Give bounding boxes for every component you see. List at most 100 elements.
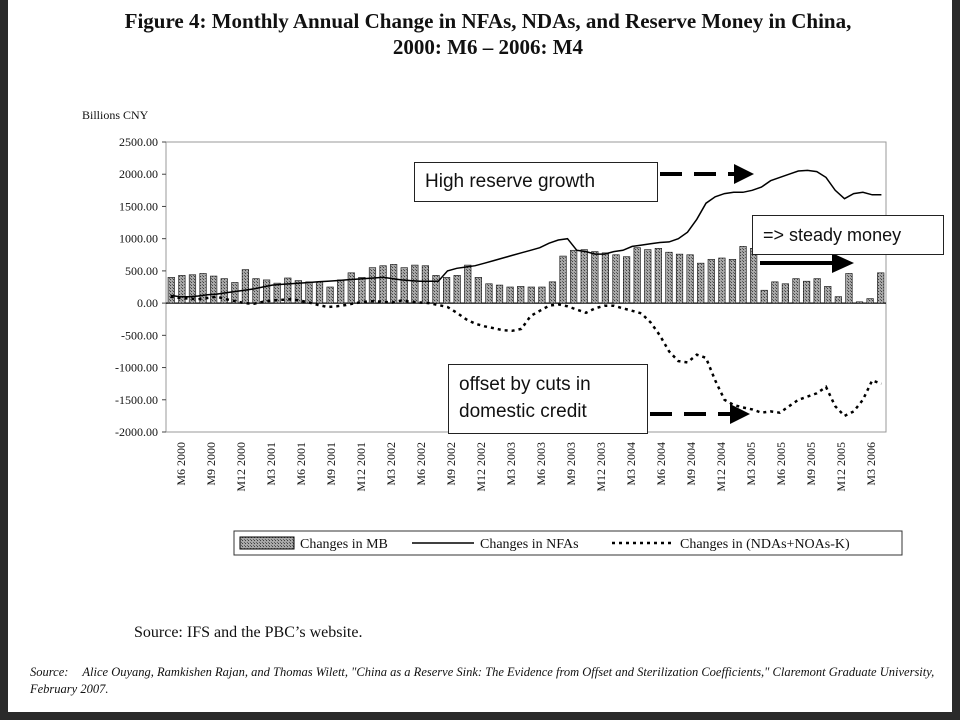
y-tick-label: -500.00 xyxy=(121,328,158,342)
mb-bar xyxy=(315,281,324,304)
mb-bar xyxy=(612,254,620,304)
x-tick-label: M9 2005 xyxy=(804,442,818,486)
x-tick-label: M9 2002 xyxy=(444,442,458,486)
mb-bar xyxy=(368,267,377,304)
mb-bar xyxy=(675,253,684,304)
mb-bar xyxy=(601,252,609,304)
legend-label-nfa: Changes in NFAs xyxy=(480,537,579,552)
arrow-offset-head xyxy=(730,404,750,424)
mb-bar xyxy=(527,286,535,304)
mb-bar xyxy=(824,286,832,304)
x-axis-ticks: M6 2000 M9 2000 M12 2000 M3 2001 M6 2001 M9 2… xyxy=(174,442,878,492)
y-tick-label: 2000.00 xyxy=(119,167,158,181)
mb-bar xyxy=(506,286,514,304)
mb-bar xyxy=(517,286,525,304)
arrow-steady-head xyxy=(832,253,854,273)
mb-bar xyxy=(570,249,578,304)
mb-bar xyxy=(781,283,789,304)
callout-offset-line-2: domestic credit xyxy=(459,401,587,422)
mb-bar xyxy=(845,273,853,304)
mb-bar xyxy=(474,277,482,304)
legend-label-mb: Changes in MB xyxy=(300,537,388,552)
mb-bar xyxy=(750,248,758,304)
y-tick-label: 0.00 xyxy=(137,296,158,310)
mb-bar xyxy=(358,277,366,304)
y-tick-label: 1000.00 xyxy=(119,232,158,246)
x-tick-label: M3 2002 xyxy=(384,442,398,486)
x-tick-label: M3 2003 xyxy=(504,442,518,486)
figure-title-line-1: Figure 4: Monthly Annual Change in NFAs,… xyxy=(124,9,852,33)
x-tick-label: M9 2001 xyxy=(324,442,338,486)
legend-box xyxy=(233,530,903,556)
x-tick-label: M3 2004 xyxy=(624,442,638,486)
mb-bar xyxy=(654,248,662,304)
figure-title-line-2: 2000: M6 – 2006: M4 xyxy=(392,35,584,59)
mb-bar xyxy=(241,269,249,304)
x-tick-label: M12 2003 xyxy=(594,442,608,492)
callout-arrows xyxy=(650,164,854,424)
x-tick-label: M6 2000 xyxy=(174,442,188,486)
callout-steady-money: => steady money xyxy=(752,215,944,255)
mb-bar xyxy=(633,247,641,304)
arrow-high-reserve-head xyxy=(734,164,754,184)
mb-bar xyxy=(453,275,461,304)
legend: Changes in MB Changes in NFAs Changes in… xyxy=(233,530,903,556)
x-tick-label: M3 2005 xyxy=(744,442,758,486)
source-citation-label: Source: xyxy=(30,665,69,679)
mb-bar xyxy=(665,251,673,304)
mb-bar xyxy=(220,278,228,304)
x-tick-label: M6 2001 xyxy=(294,442,308,486)
mb-bar xyxy=(739,246,747,304)
mb-bar xyxy=(855,301,864,304)
y-axis-label: Billions CNY xyxy=(82,108,149,122)
mb-bar xyxy=(400,267,408,304)
mb-bar xyxy=(866,298,874,304)
mb-bar xyxy=(337,279,345,304)
mb-bar xyxy=(580,249,588,304)
mb-bar xyxy=(538,286,546,304)
source-citation: Source: Alice Ouyang, Ramkishen Rajan, an… xyxy=(30,664,940,698)
mb-bar xyxy=(443,277,451,304)
mb-bar xyxy=(728,258,737,304)
x-tick-label: M12 2005 xyxy=(834,442,848,492)
mb-bar xyxy=(591,251,599,304)
mb-bar xyxy=(559,255,567,304)
y-tick-label: -1500.00 xyxy=(115,393,158,407)
callout-offset-line-1: offset by cuts in xyxy=(459,374,591,395)
slide: Figure 4: Monthly Annual Change in NFAs,… xyxy=(8,0,952,712)
mb-bar xyxy=(199,273,207,304)
source-note: Source: IFS and the PBC’s website. xyxy=(134,624,363,641)
callout-high-reserve-growth: High reserve growth xyxy=(414,162,658,202)
x-tick-label: M12 2000 xyxy=(234,442,248,492)
mb-bar xyxy=(263,279,271,304)
mb-bar xyxy=(697,262,705,304)
mb-bar xyxy=(294,280,302,304)
y-tick-label: 2500.00 xyxy=(119,135,158,149)
y-axis-ticks: 2500.00 2000.00 1500.00 1000.00 500.00 0.00 -5… xyxy=(115,135,166,439)
mb-bars xyxy=(167,246,885,304)
mb-bar xyxy=(231,282,239,304)
legend-label-nda: Changes in (NDAs+NOAs-K) xyxy=(680,537,850,552)
mb-bar xyxy=(252,278,260,304)
mb-bar xyxy=(305,281,313,304)
y-tick-label: 500.00 xyxy=(125,264,158,278)
mb-bar xyxy=(813,278,821,304)
nda-line xyxy=(170,295,882,418)
x-tick-label: M6 2005 xyxy=(774,442,788,486)
source-citation-text: Alice Ouyang, Ramkishen Rajan, and Thoma… xyxy=(30,665,935,696)
mb-bar xyxy=(718,257,726,304)
mb-bar xyxy=(644,249,652,304)
y-tick-label: -2000.00 xyxy=(115,425,158,439)
mb-bar xyxy=(464,264,472,304)
mb-bar xyxy=(548,281,557,304)
mb-bar xyxy=(792,278,800,304)
y-tick-label: -1000.00 xyxy=(115,361,158,375)
mb-bar xyxy=(760,289,768,304)
x-tick-label: M3 2001 xyxy=(264,442,278,486)
nfa-line xyxy=(170,169,882,298)
mb-bar xyxy=(379,265,387,304)
mb-bar xyxy=(495,284,504,304)
x-tick-label: M12 2002 xyxy=(474,442,488,492)
mb-bar xyxy=(210,275,218,304)
mb-bar xyxy=(347,272,355,304)
